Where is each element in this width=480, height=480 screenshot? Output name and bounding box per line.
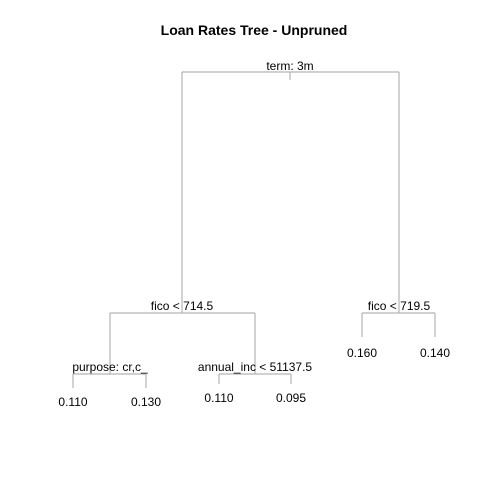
leaf-purpose-left: 0.110	[58, 395, 87, 409]
purpose-split-branches	[72, 373, 147, 388]
leaf-right-split-left: 0.160	[347, 346, 377, 360]
left-split-label: fico < 714.5	[151, 299, 214, 313]
purpose-split-label: purpose: cr,c_	[72, 360, 148, 374]
root-split-label: term: 3m	[266, 59, 313, 73]
annual-inc-split-label: annual_inc < 51137.5	[198, 360, 313, 374]
tree-title: Loan Rates Tree - Unpruned	[161, 22, 348, 38]
leaf-annual-inc-right: 0.095	[276, 391, 306, 405]
left-split-branches	[109, 312, 256, 374]
right-split-branches	[361, 312, 436, 337]
leaf-annual-inc-left: 0.110	[204, 391, 233, 405]
right-split-label: fico < 719.5	[368, 299, 431, 313]
leaf-purpose-right: 0.130	[131, 395, 161, 409]
root-split-branches	[181, 71, 400, 313]
leaf-right-split-right: 0.140	[420, 346, 450, 360]
annual-inc-split-branches	[218, 373, 292, 384]
